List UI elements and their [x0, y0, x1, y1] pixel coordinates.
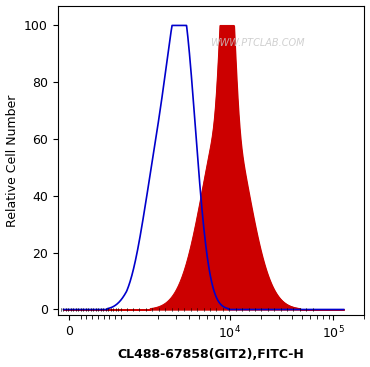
X-axis label: CL488-67858(GIT2),FITC-H: CL488-67858(GIT2),FITC-H [118, 348, 305, 361]
Text: WWW.PTCLAB.COM: WWW.PTCLAB.COM [210, 38, 305, 48]
Y-axis label: Relative Cell Number: Relative Cell Number [6, 94, 18, 226]
